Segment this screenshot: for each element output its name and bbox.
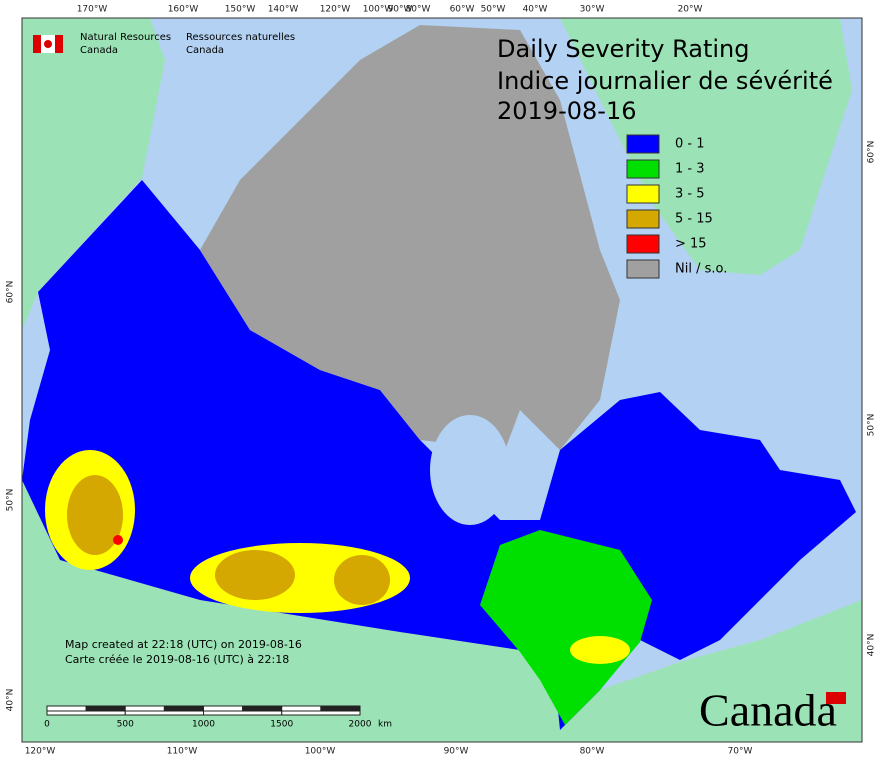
graticule-label: 100°W xyxy=(363,5,394,15)
very-high-west xyxy=(67,475,123,555)
scale-label: 500 xyxy=(117,720,134,730)
graticule-label: 120°W xyxy=(25,747,56,757)
scale-label: 1500 xyxy=(270,720,293,730)
alaska xyxy=(22,18,165,330)
map-frame xyxy=(21,17,863,743)
very-high-prairie-1 xyxy=(215,550,295,600)
graticule-label: 20°W xyxy=(678,5,703,15)
graticule: 170°W 160°W 150°W 140°W 120°W 100°W90°W80°W 60… xyxy=(6,5,877,757)
legend-label: 0 - 1 xyxy=(675,137,705,152)
created-en: Map created at 22:18 (UTC) on 2019-08-16 xyxy=(65,638,302,651)
graticule-label: 170°W xyxy=(77,5,108,15)
flag-bar xyxy=(33,35,41,53)
scale-bar: 0 500 1000 1500 2000 km xyxy=(44,705,392,730)
title-en: Daily Severity Rating xyxy=(497,35,749,63)
legend-label: 3 - 5 xyxy=(675,187,705,202)
title-date: 2019-08-16 xyxy=(497,97,636,125)
moderate-east xyxy=(480,530,652,725)
flag-leaf xyxy=(44,40,52,48)
scale-segment xyxy=(203,710,283,716)
agency-en: Natural Resources xyxy=(80,32,171,43)
scale-label: 1000 xyxy=(192,720,215,730)
graticule-label: 70°W xyxy=(728,747,753,757)
legend-swatch xyxy=(626,159,660,179)
graticule-label: 80°W xyxy=(580,747,605,757)
graticule-label: 140°W xyxy=(268,5,299,15)
agency-block: Natural Resources Canada Ressources natu… xyxy=(33,32,295,56)
scale-segment xyxy=(203,705,244,712)
graticule-label: 50°W xyxy=(481,5,506,15)
graticule-label: 100°W xyxy=(305,747,336,757)
wordmark-flag xyxy=(826,692,846,704)
legend-label: 5 - 15 xyxy=(675,212,713,227)
country-en: Canada xyxy=(80,45,118,56)
country-fr: Canada xyxy=(186,45,224,56)
scale-segment xyxy=(281,710,361,716)
title-fr: Indice journalier de sévérité xyxy=(497,67,833,95)
legend-swatch xyxy=(626,209,660,229)
extreme-spot xyxy=(113,535,123,545)
graticule-label: 60°W xyxy=(450,5,475,15)
flag-bar xyxy=(55,35,63,53)
graticule-label: 60°N xyxy=(867,141,877,164)
legend-swatch xyxy=(626,184,660,204)
graticule-label: 40°N xyxy=(867,634,877,657)
moderate-patch xyxy=(570,636,630,664)
scale-unit: km xyxy=(378,720,392,730)
graticule-label: 80°W xyxy=(406,5,431,15)
graticule-label: 90°W xyxy=(444,747,469,757)
map xyxy=(22,18,862,742)
graticule-label: 50°N xyxy=(867,414,877,437)
created-fr: Carte créée le 2019-08-16 (UTC) à 22:18 xyxy=(65,653,289,666)
graticule-label: 40°W xyxy=(523,5,548,15)
graticule-label: 50°N xyxy=(6,489,16,512)
graticule-label: 90°W xyxy=(388,5,413,15)
scale-segment xyxy=(163,705,204,712)
scale-segment xyxy=(320,705,361,712)
legend: 0 - 1 1 - 3 3 - 5 5 - 15 > 15 Nil / s.o. xyxy=(626,134,727,279)
graticule-label: 160°W xyxy=(168,5,199,15)
greenland xyxy=(560,18,852,275)
graticule-label: 120°W xyxy=(320,5,351,15)
legend-label: > 15 xyxy=(675,237,707,252)
scale-segment xyxy=(124,705,165,712)
graticule-label: 30°W xyxy=(580,5,605,15)
wordmark: Canada xyxy=(699,685,837,736)
legend-swatch xyxy=(626,234,660,254)
graticule-label: 110°W xyxy=(167,747,198,757)
scale-segment xyxy=(85,705,126,712)
graticule-label: 40°N xyxy=(6,689,16,712)
scale-label: 0 xyxy=(44,720,50,730)
scale-segment xyxy=(46,705,87,712)
legend-label: Nil / s.o. xyxy=(675,262,727,277)
legend-swatch xyxy=(626,259,660,279)
scale-label: 2000 xyxy=(349,720,372,730)
scale-segment xyxy=(281,705,322,712)
graticule-label: 150°W xyxy=(225,5,256,15)
legend-swatch xyxy=(626,134,660,154)
agency-fr: Ressources naturelles xyxy=(186,32,295,43)
scale-segment xyxy=(242,705,283,712)
scale-segment xyxy=(46,710,126,716)
very-high-prairie-2 xyxy=(334,555,390,605)
arctic-nil xyxy=(200,25,620,450)
legend-label: 1 - 3 xyxy=(675,162,705,177)
graticule-label: 60°N xyxy=(6,281,16,304)
hudson-bay xyxy=(430,415,510,525)
scale-segment xyxy=(124,710,204,716)
usa xyxy=(22,470,862,742)
